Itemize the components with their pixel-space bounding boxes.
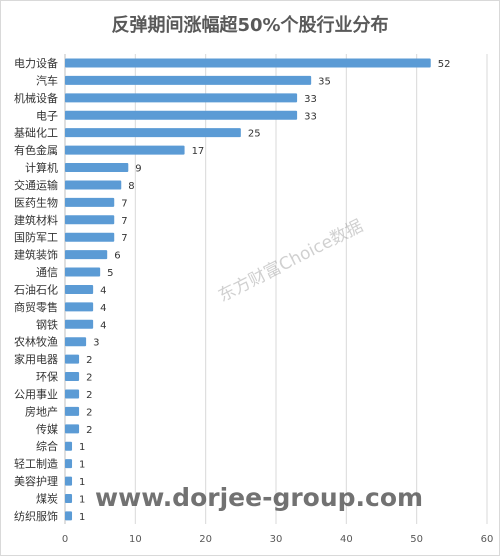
category-label: 基础化工 [14, 126, 58, 140]
bar [65, 128, 241, 138]
category-label: 钢铁 [36, 318, 58, 331]
category-label: 电力设备 [14, 56, 58, 70]
x-tick-label: 10 [129, 534, 142, 545]
bar [65, 476, 73, 486]
category-label: 传媒 [36, 423, 58, 436]
data-label: 5 [107, 268, 113, 279]
data-label: 7 [121, 233, 127, 244]
bar [65, 284, 94, 294]
data-label: 33 [304, 111, 317, 122]
bar [65, 180, 122, 190]
bar [65, 354, 80, 364]
bar [65, 75, 312, 85]
category-label: 轻工制造 [14, 457, 58, 471]
bar [65, 58, 431, 68]
x-tick-label: 0 [62, 534, 68, 545]
x-tick-label: 50 [410, 534, 423, 545]
data-label: 4 [100, 320, 106, 331]
bar [65, 110, 298, 120]
bar [65, 511, 73, 521]
data-label: 2 [86, 355, 92, 366]
category-label: 环保 [36, 370, 58, 384]
category-label: 通信 [36, 266, 58, 279]
bar [65, 215, 115, 225]
x-tick-label: 60 [481, 534, 494, 545]
data-label: 7 [121, 216, 127, 227]
watermark-text: 东方财富Choice数据 [215, 216, 366, 306]
category-label: 计算机 [25, 161, 58, 175]
category-label: 纺织服饰 [14, 509, 58, 523]
watermark-url: www.dorjee-group.com [95, 483, 423, 512]
bar [65, 319, 94, 329]
category-label: 电子 [36, 109, 58, 122]
bar [65, 197, 115, 207]
data-label: 1 [79, 477, 85, 488]
category-label: 综合 [36, 439, 58, 453]
category-label: 有色金属 [14, 143, 58, 157]
data-label: 2 [86, 373, 92, 384]
chart-title: 反弹期间涨幅超50%个股行业分布 [111, 14, 388, 36]
bar [65, 267, 101, 277]
bar [65, 372, 80, 382]
bar [65, 494, 73, 503]
data-label: 4 [100, 303, 106, 314]
data-label: 35 [318, 76, 331, 87]
bar [65, 163, 129, 173]
category-label: 国防军工 [14, 230, 58, 244]
data-label: 1 [79, 512, 85, 523]
category-label: 农林牧渔 [14, 335, 58, 349]
category-label: 商贸零售 [14, 300, 58, 314]
category-label: 建筑材料 [14, 213, 58, 227]
bar-layer [65, 58, 431, 521]
category-label: 公用事业 [14, 388, 58, 401]
data-label: 3 [93, 338, 99, 349]
data-label: 8 [128, 181, 134, 192]
x-tick-label: 40 [340, 534, 353, 545]
grid-layer [64, 54, 488, 524]
data-label: 9 [135, 164, 141, 175]
x-tick-label: 30 [270, 534, 283, 545]
data-label: 7 [121, 198, 127, 209]
bar [65, 145, 185, 155]
category-label: 煤炭 [36, 493, 58, 506]
data-label: 17 [192, 146, 205, 157]
bar [65, 337, 87, 347]
bar [65, 232, 115, 242]
data-label: 6 [114, 251, 120, 262]
x-tick-label: 20 [199, 534, 212, 545]
category-label: 交通运输 [14, 178, 58, 192]
data-label: 52 [438, 59, 451, 70]
data-label: 33 [304, 94, 317, 105]
tick-layer: 0 10 20 30 40 50 60 [62, 534, 494, 545]
bar [65, 93, 298, 103]
bar [65, 406, 80, 416]
data-label: 1 [79, 495, 85, 506]
category-label: 房地产 [25, 404, 58, 418]
data-label: 1 [79, 460, 85, 471]
data-label: 2 [86, 425, 92, 436]
bar [65, 302, 94, 312]
data-label: 25 [248, 129, 261, 140]
category-label: 美容护理 [14, 474, 58, 488]
data-label: 2 [86, 407, 92, 418]
bar [65, 389, 80, 399]
category-label: 医药生物 [14, 195, 58, 209]
data-label: 2 [86, 390, 92, 401]
category-label: 家用电器 [14, 352, 58, 366]
data-label: 4 [100, 285, 106, 296]
category-label: 建筑装饰 [14, 248, 58, 262]
bar [65, 424, 80, 434]
category-label: 汽车 [36, 73, 58, 87]
bar [65, 441, 73, 451]
bar [65, 459, 73, 469]
data-label: 1 [79, 442, 85, 453]
category-label: 机械设备 [14, 91, 58, 105]
category-label: 石油石化 [14, 282, 58, 296]
bar [65, 250, 108, 260]
